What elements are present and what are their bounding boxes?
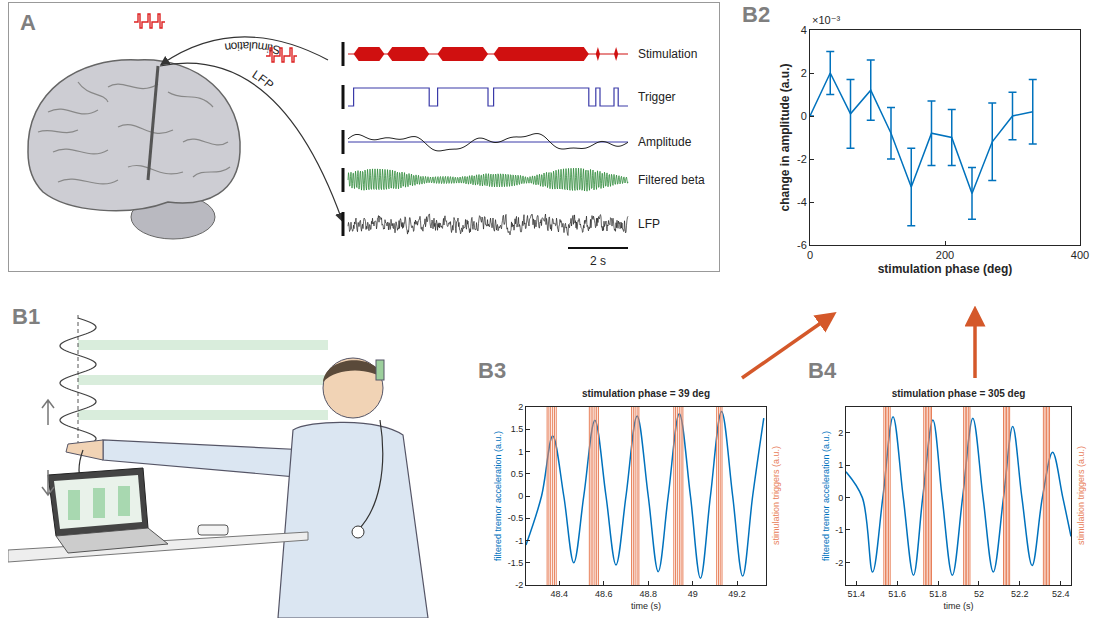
svg-text:A: A	[20, 10, 36, 35]
svg-text:change in amplitude (a.u.): change in amplitude (a.u.)	[778, 63, 792, 211]
svg-text:49: 49	[688, 589, 698, 599]
svg-text:Filtered beta: Filtered beta	[638, 173, 705, 187]
svg-text:stimulation phase = 39 deg: stimulation phase = 39 deg	[582, 388, 710, 399]
svg-text:filtered tremor acceleration (: filtered tremor acceleration (a.u.)	[821, 431, 831, 561]
svg-text:0: 0	[801, 110, 807, 122]
svg-text:200: 200	[936, 249, 954, 261]
svg-text:Amplitude: Amplitude	[638, 135, 692, 149]
svg-text:-0.5: -0.5	[508, 513, 524, 523]
svg-text:2 s: 2 s	[590, 254, 606, 268]
svg-text:-1: -1	[515, 536, 523, 546]
svg-text:51.8: 51.8	[929, 589, 947, 599]
html-text:B2: B2	[742, 2, 771, 27]
svg-text:-2: -2	[515, 580, 523, 590]
svg-text:-6: -6	[797, 239, 807, 251]
svg-text:0.5: 0.5	[511, 469, 524, 479]
svg-text:stimulation phase (deg): stimulation phase (deg)	[878, 262, 1013, 276]
svg-text:48.6: 48.6	[595, 589, 613, 599]
svg-text:52: 52	[974, 589, 984, 599]
svg-text:48.8: 48.8	[639, 589, 657, 599]
svg-text:Stimulation: Stimulation	[638, 47, 697, 61]
svg-text:-2: -2	[797, 153, 807, 165]
svg-text:2: 2	[838, 428, 843, 438]
svg-text:2: 2	[518, 402, 523, 412]
html-text:B4: B4	[808, 358, 837, 383]
svg-text:0: 0	[838, 493, 843, 503]
svg-text:52.4: 52.4	[1052, 589, 1070, 599]
svg-text:52.2: 52.2	[1011, 589, 1029, 599]
svg-text:Stimulation: Stimulation	[224, 39, 282, 57]
svg-text:time (s): time (s)	[631, 601, 661, 611]
svg-text:51.6: 51.6	[888, 589, 906, 599]
svg-text:0: 0	[807, 249, 813, 261]
svg-text:49.2: 49.2	[728, 589, 746, 599]
svg-text:4: 4	[801, 24, 807, 36]
svg-text:400: 400	[1071, 249, 1089, 261]
svg-text:51.4: 51.4	[847, 589, 865, 599]
svg-text:LFP: LFP	[250, 67, 277, 92]
svg-text:stimulation phase = 305 deg: stimulation phase = 305 deg	[892, 388, 1026, 399]
svg-text:2: 2	[801, 67, 807, 79]
svg-text:1: 1	[518, 447, 523, 457]
svg-text:stimulation triggers (a.u.): stimulation triggers (a.u.)	[1076, 446, 1086, 545]
html-text:B3: B3	[478, 358, 507, 383]
svg-text:1.5: 1.5	[511, 424, 524, 434]
svg-text:48.4: 48.4	[551, 589, 569, 599]
svg-text:×10⁻³: ×10⁻³	[812, 14, 840, 26]
svg-text:time (s): time (s)	[944, 601, 974, 611]
svg-text:-1.5: -1.5	[508, 558, 524, 568]
svg-text:-2: -2	[835, 558, 843, 568]
svg-text:filtered tremor acceleration (: filtered tremor acceleration (a.u.)	[493, 431, 503, 561]
svg-text:LFP: LFP	[638, 217, 660, 231]
svg-text:-1: -1	[835, 525, 843, 535]
svg-text:-4: -4	[797, 196, 807, 208]
svg-text:1: 1	[838, 460, 843, 470]
svg-text:stimulation triggers (a.u.): stimulation triggers (a.u.)	[771, 446, 781, 545]
svg-text:B1: B1	[12, 304, 40, 329]
svg-text:0: 0	[518, 491, 523, 501]
svg-text:Trigger: Trigger	[638, 90, 676, 104]
